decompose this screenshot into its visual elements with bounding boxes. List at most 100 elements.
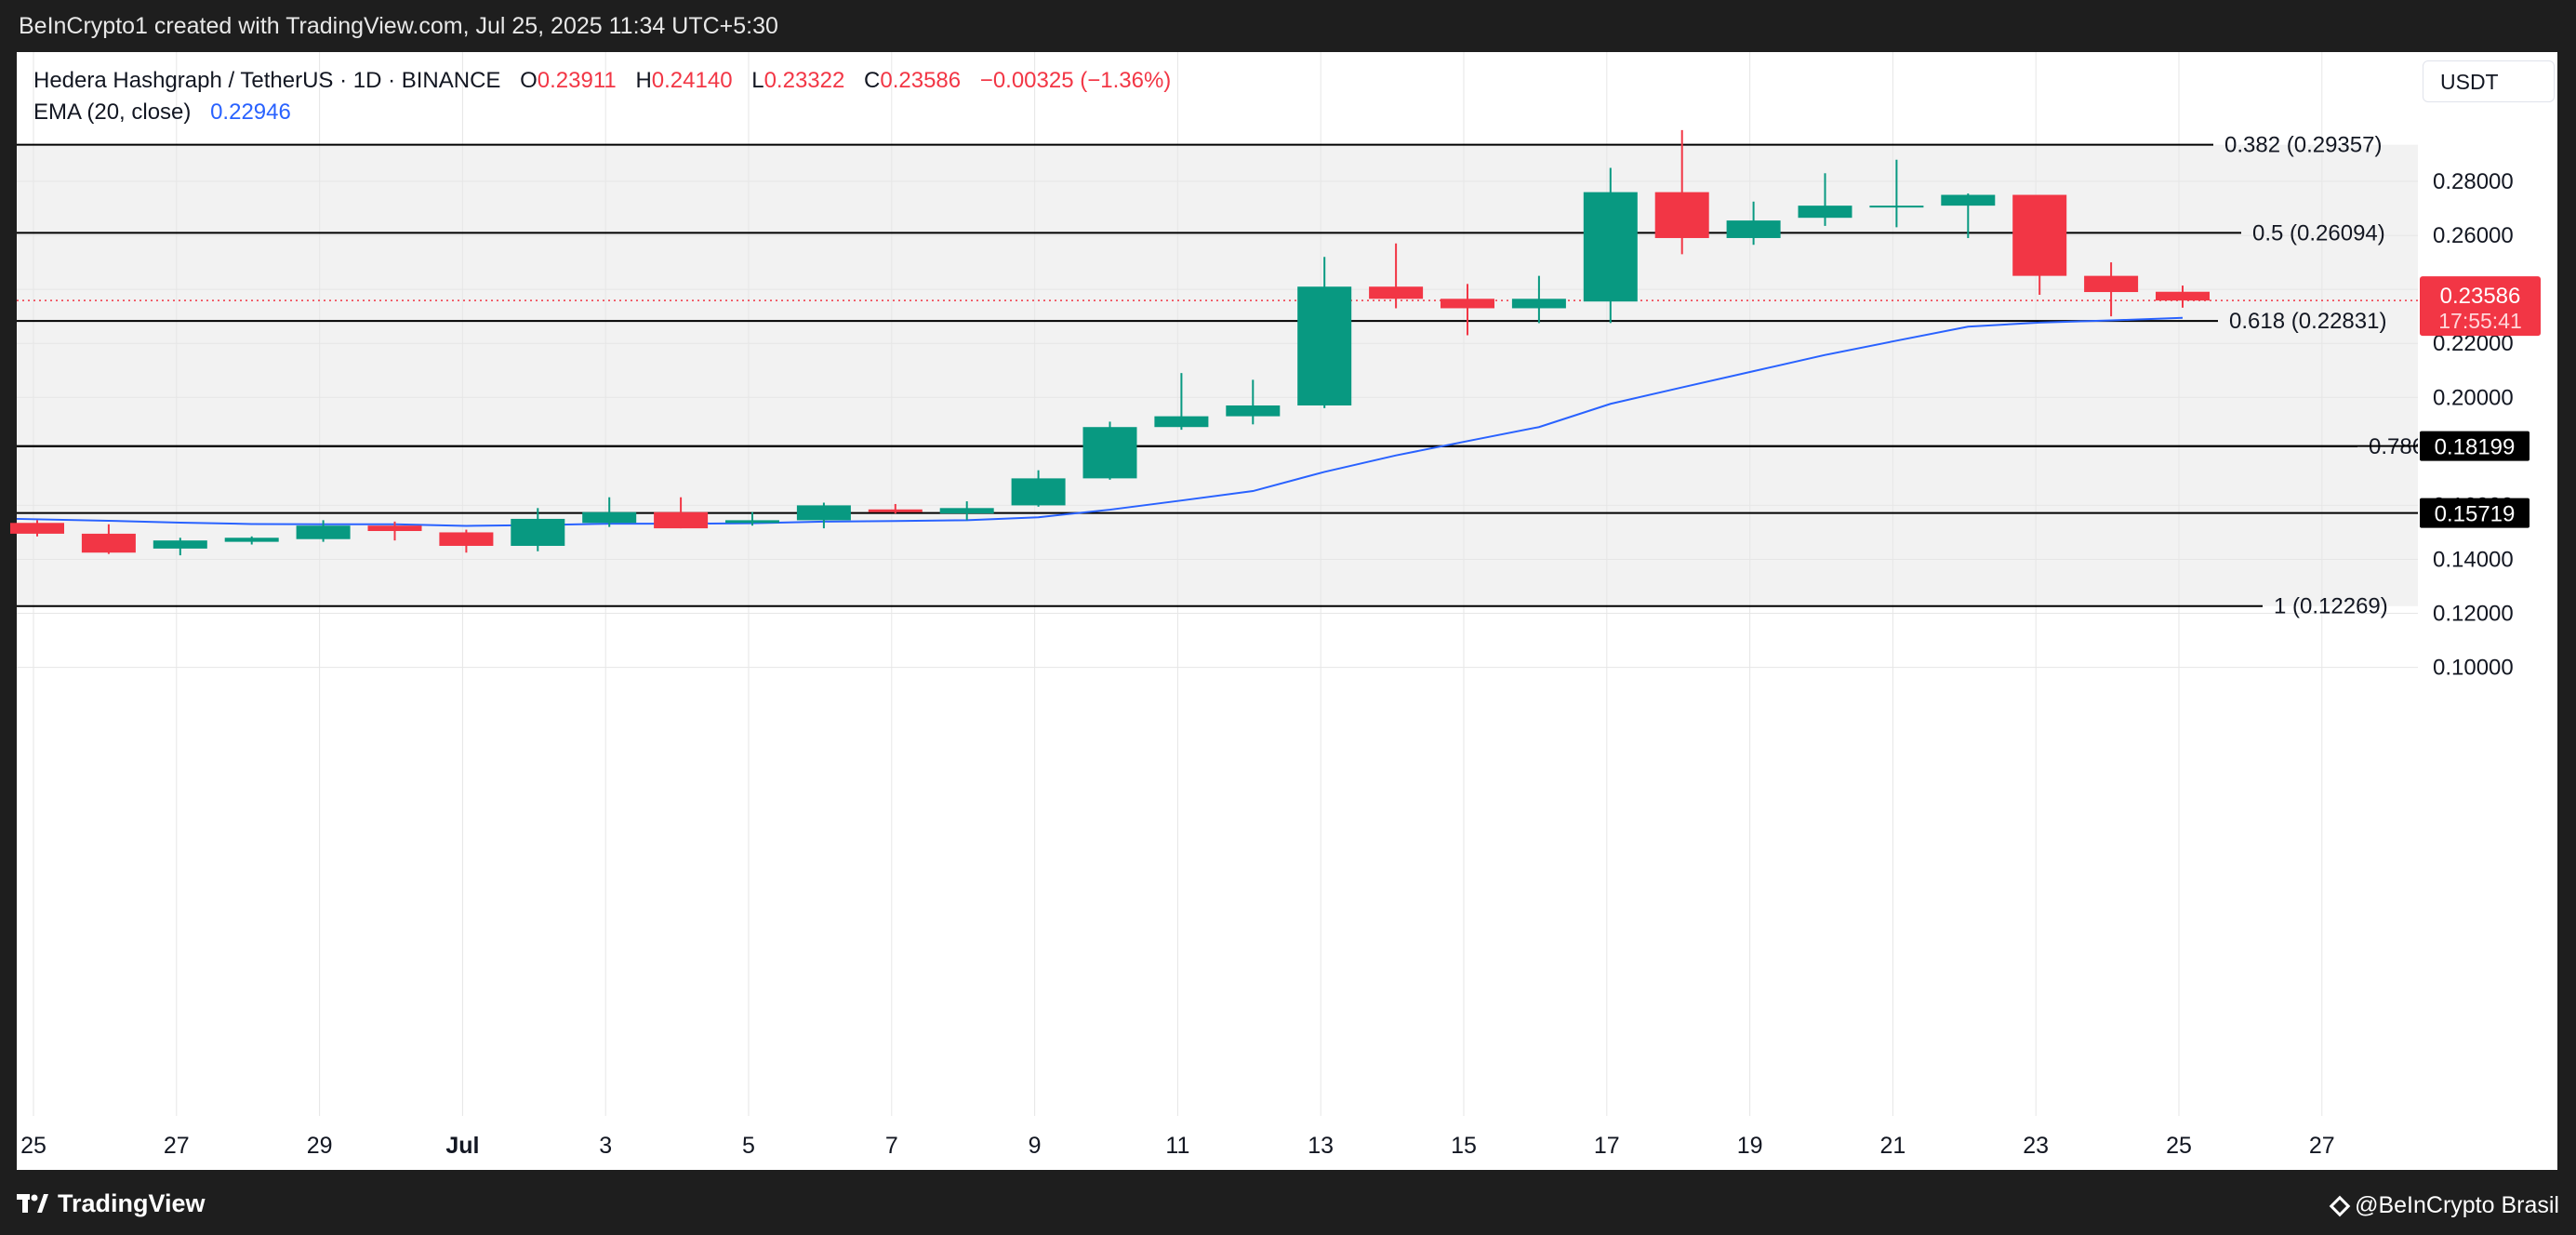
- price-tick-label: 0.12000: [2433, 602, 2514, 627]
- low-label: L: [751, 68, 764, 93]
- candle-body: [582, 511, 637, 524]
- low-value: 0.23322: [764, 68, 845, 93]
- candle-body: [796, 505, 851, 521]
- candle-body: [224, 538, 279, 542]
- candle-body: [511, 518, 565, 546]
- last-price-text: 0.23586: [2440, 284, 2521, 309]
- candle-down: [2156, 286, 2210, 308]
- currency-selector[interactable]: USDT: [2423, 60, 2555, 102]
- high-value: 0.24140: [651, 68, 733, 93]
- candle-body: [939, 508, 994, 514]
- bottom-bar: [0, 1170, 2576, 1235]
- time-tick-label: 21: [1879, 1133, 1905, 1159]
- candle-up: [1583, 167, 1638, 324]
- candle-down: [1654, 129, 1709, 255]
- candle-up: [939, 501, 994, 521]
- price-tick-label: 0.14000: [2433, 547, 2514, 572]
- candle-down: [868, 503, 923, 514]
- tradingview-brand: TradingView: [58, 1189, 206, 1217]
- candle-body: [2156, 291, 2210, 301]
- candle-down: [81, 524, 136, 554]
- candle-body: [1654, 192, 1709, 238]
- candle-body: [10, 523, 64, 534]
- time-tick-label: 7: [885, 1133, 898, 1159]
- candle-body: [1011, 478, 1066, 506]
- time-tick-label: 25: [2166, 1133, 2192, 1159]
- ema-row[interactable]: EMA (20, close) 0.22946: [33, 97, 1171, 128]
- time-tick-label: 27: [164, 1133, 190, 1159]
- candle-body: [1369, 286, 1424, 299]
- time-tick-label: 15: [1451, 1133, 1477, 1159]
- price-tick-label: 0.10000: [2433, 656, 2514, 681]
- candle-down: [2084, 262, 2139, 317]
- candle-up: [1082, 421, 1137, 480]
- candle-body: [1511, 299, 1566, 309]
- level-price-text: 0.15719: [2435, 502, 2516, 527]
- time-tick-label: 23: [2023, 1133, 2049, 1159]
- candle-down: [2012, 194, 2067, 295]
- time-tick-label: 19: [1737, 1133, 1763, 1159]
- author-credit: @BeInCrypto Brasil: [2329, 1192, 2559, 1219]
- fib-label: 1 (0.12269): [2274, 594, 2388, 619]
- candle-body: [1941, 194, 1996, 206]
- chart-caption: BeInCrypto1 created with TradingView.com…: [19, 13, 778, 39]
- ema-label: EMA (20, close): [33, 100, 192, 125]
- open-label: O: [520, 68, 538, 93]
- candle-up: [1511, 275, 1566, 324]
- diamond-icon: [2329, 1195, 2351, 1216]
- candle-down: [654, 497, 709, 529]
- candle-body: [1441, 299, 1494, 309]
- candle-up: [796, 502, 851, 529]
- level-price-tag: [2420, 498, 2530, 528]
- candle-body: [1154, 416, 1209, 428]
- candle-body: [1082, 427, 1137, 479]
- candle-up: [296, 520, 351, 542]
- chart-legend: Hedera Hashgraph / TetherUS · 1D · BINAN…: [33, 65, 1171, 128]
- candle-up: [1798, 173, 1852, 226]
- candle-down: [1369, 243, 1424, 309]
- candle-up: [582, 497, 637, 527]
- credit-text: @BeInCrypto Brasil: [2355, 1192, 2559, 1218]
- candle-up: [1226, 379, 1281, 425]
- candle-down: [367, 521, 422, 541]
- top-caption-bar: BeInCrypto1 created with TradingView.com…: [0, 0, 2576, 52]
- time-tick-label: 11: [1165, 1133, 1189, 1159]
- candle-up: [1154, 373, 1209, 431]
- close-label: C: [864, 68, 881, 93]
- candle-body: [868, 509, 923, 512]
- level-price-text: 0.18199: [2435, 435, 2516, 460]
- time-tick-label: 17: [1594, 1133, 1620, 1159]
- candle-up: [224, 536, 279, 545]
- candle-up: [1869, 159, 1924, 228]
- candle-body: [1798, 206, 1852, 219]
- candle-body: [2084, 275, 2139, 293]
- time-tick-label: Jul: [445, 1133, 479, 1159]
- time-tick-label: 5: [742, 1133, 755, 1159]
- candle-body: [153, 540, 207, 549]
- candle-down: [10, 520, 64, 537]
- price-tick-label: 0.26000: [2433, 223, 2514, 248]
- time-axis: [17, 1116, 2418, 1170]
- candle-body: [1583, 192, 1638, 302]
- countdown-text: 17:55:41: [2438, 309, 2522, 333]
- high-label: H: [635, 68, 652, 93]
- tradingview-logo-icon: [17, 1194, 48, 1213]
- candle-body: [81, 533, 136, 553]
- candle-up: [725, 511, 779, 526]
- time-tick-label: 29: [307, 1133, 333, 1159]
- change-value: −0.00325 (−1.36%): [979, 68, 1172, 93]
- fib-label: 0.382 (0.29357): [2224, 133, 2382, 158]
- open-value: 0.23911: [537, 68, 617, 93]
- candle-up: [1726, 201, 1781, 246]
- time-tick-label: 13: [1308, 1133, 1334, 1159]
- time-tick-label: 27: [2309, 1133, 2335, 1159]
- tradingview-logo[interactable]: TradingView: [17, 1189, 206, 1218]
- candle-up: [1941, 193, 1996, 238]
- candle-body: [1869, 206, 1924, 208]
- symbol-name[interactable]: Hedera Hashgraph / TetherUS · 1D · BINAN…: [33, 68, 501, 93]
- candle-up: [1297, 257, 1352, 408]
- price-tick-label: 0.20000: [2433, 385, 2514, 410]
- time-tick-label: 25: [20, 1133, 46, 1159]
- candle-up: [1011, 470, 1066, 507]
